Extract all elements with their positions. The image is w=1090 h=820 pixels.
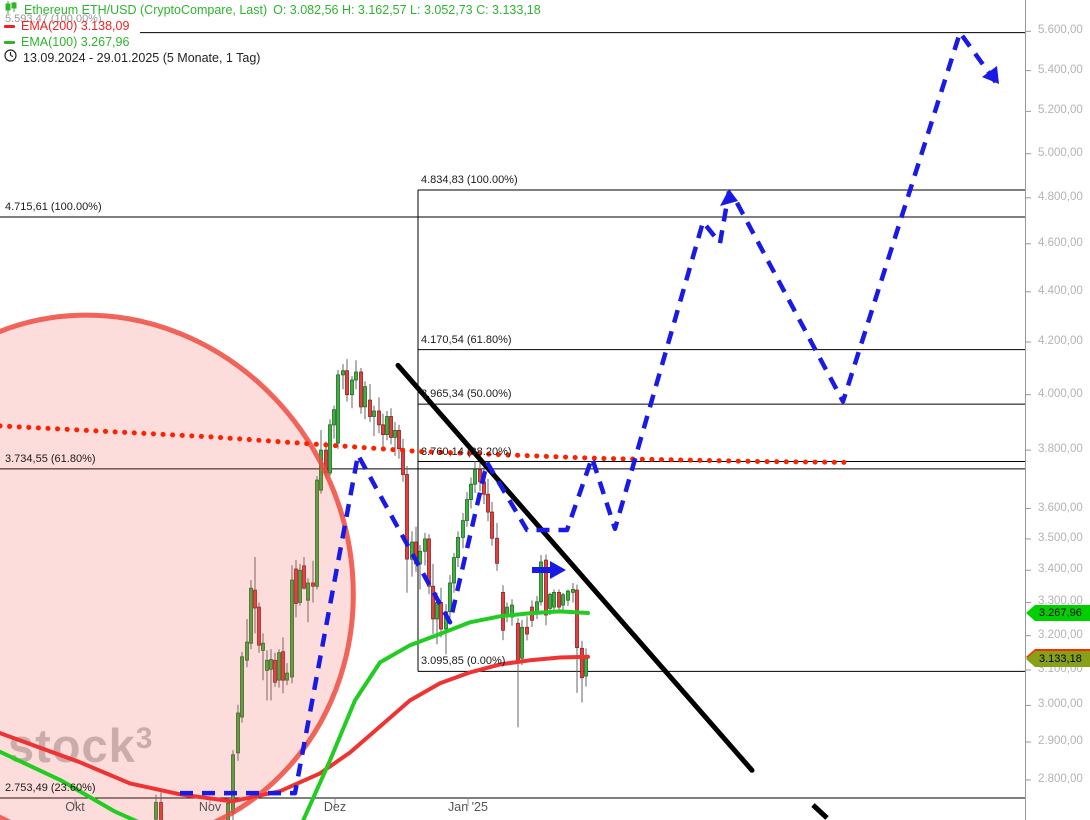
dotted-resistance-line[interactable] (0, 423, 848, 465)
candlestick (456, 537, 460, 559)
candlestick (257, 606, 261, 646)
candlestick (431, 585, 435, 620)
candlestick (363, 386, 367, 408)
candlestick (306, 582, 310, 601)
candlestick (544, 559, 548, 616)
candlestick (372, 410, 376, 417)
candlestick (269, 659, 273, 670)
candlestick (478, 469, 482, 483)
candlestick (561, 594, 565, 606)
candlestick (580, 647, 584, 679)
candlestick (315, 479, 319, 587)
candlestick (350, 379, 354, 396)
projection-wave-line[interactable] (735, 30, 998, 404)
candlestick (557, 592, 561, 608)
projection-arrowhead-icon (720, 189, 738, 206)
candlestick (571, 589, 575, 593)
candlestick (249, 587, 253, 644)
candlestick (368, 399, 372, 417)
candlestick (236, 712, 240, 754)
projection-wave-line[interactable] (180, 191, 732, 796)
candlestick (469, 483, 473, 501)
candlestick (552, 592, 556, 608)
candlestick (273, 659, 277, 683)
candlestick (277, 652, 281, 681)
candlestick (332, 409, 336, 426)
candlestick (452, 557, 456, 584)
candlestick (290, 579, 294, 678)
candlestick (265, 659, 269, 671)
candlestick (473, 469, 477, 485)
candlestick (566, 590, 570, 601)
ellipse-annotation[interactable] (0, 231, 440, 820)
candlestick (253, 589, 257, 609)
candlestick (539, 561, 543, 603)
candlestick (298, 569, 302, 603)
candlestick (501, 592, 505, 631)
candlestick (285, 672, 289, 681)
candlestick (486, 493, 490, 513)
candlestick (261, 642, 265, 651)
candlestick (281, 651, 285, 681)
candlestick (381, 424, 385, 435)
candlestick (525, 626, 529, 635)
candlestick (393, 429, 397, 438)
candlestick (385, 416, 389, 436)
ema200-line (0, 654, 590, 804)
candlestick (461, 520, 465, 538)
candlestick (427, 538, 431, 587)
entry-arrow-icon (550, 561, 566, 579)
candlestick (548, 593, 552, 609)
candlestick (405, 474, 409, 560)
candlestick (389, 416, 393, 438)
candlestick (575, 589, 579, 648)
candlestick (294, 568, 298, 604)
candlestick (336, 374, 340, 444)
candlestick (397, 429, 401, 450)
candlestick (159, 802, 163, 820)
candlestick (439, 602, 443, 630)
candlestick (359, 371, 363, 408)
candlestick (495, 537, 499, 564)
candlestick (516, 622, 520, 661)
trendline[interactable] (395, 362, 755, 773)
candlestick (520, 626, 524, 659)
candlestick (240, 656, 244, 718)
candlestick (341, 370, 345, 376)
projection-arrowhead-icon (982, 66, 999, 84)
candlestick (410, 541, 414, 560)
candlestick (245, 641, 249, 661)
candlestick (377, 410, 381, 426)
candlestick (345, 370, 349, 396)
candlestick (490, 511, 494, 539)
candlestick (154, 802, 158, 820)
candlestick (328, 424, 332, 474)
ema100-line (0, 609, 590, 820)
candlestick (423, 538, 427, 552)
candlestick (465, 499, 469, 521)
candlestick (584, 658, 588, 677)
cutoff-annotation-mark (811, 803, 829, 820)
candlestick (354, 371, 358, 381)
candlestick (448, 582, 452, 613)
candlestick (311, 582, 315, 587)
candlestick (302, 565, 306, 589)
